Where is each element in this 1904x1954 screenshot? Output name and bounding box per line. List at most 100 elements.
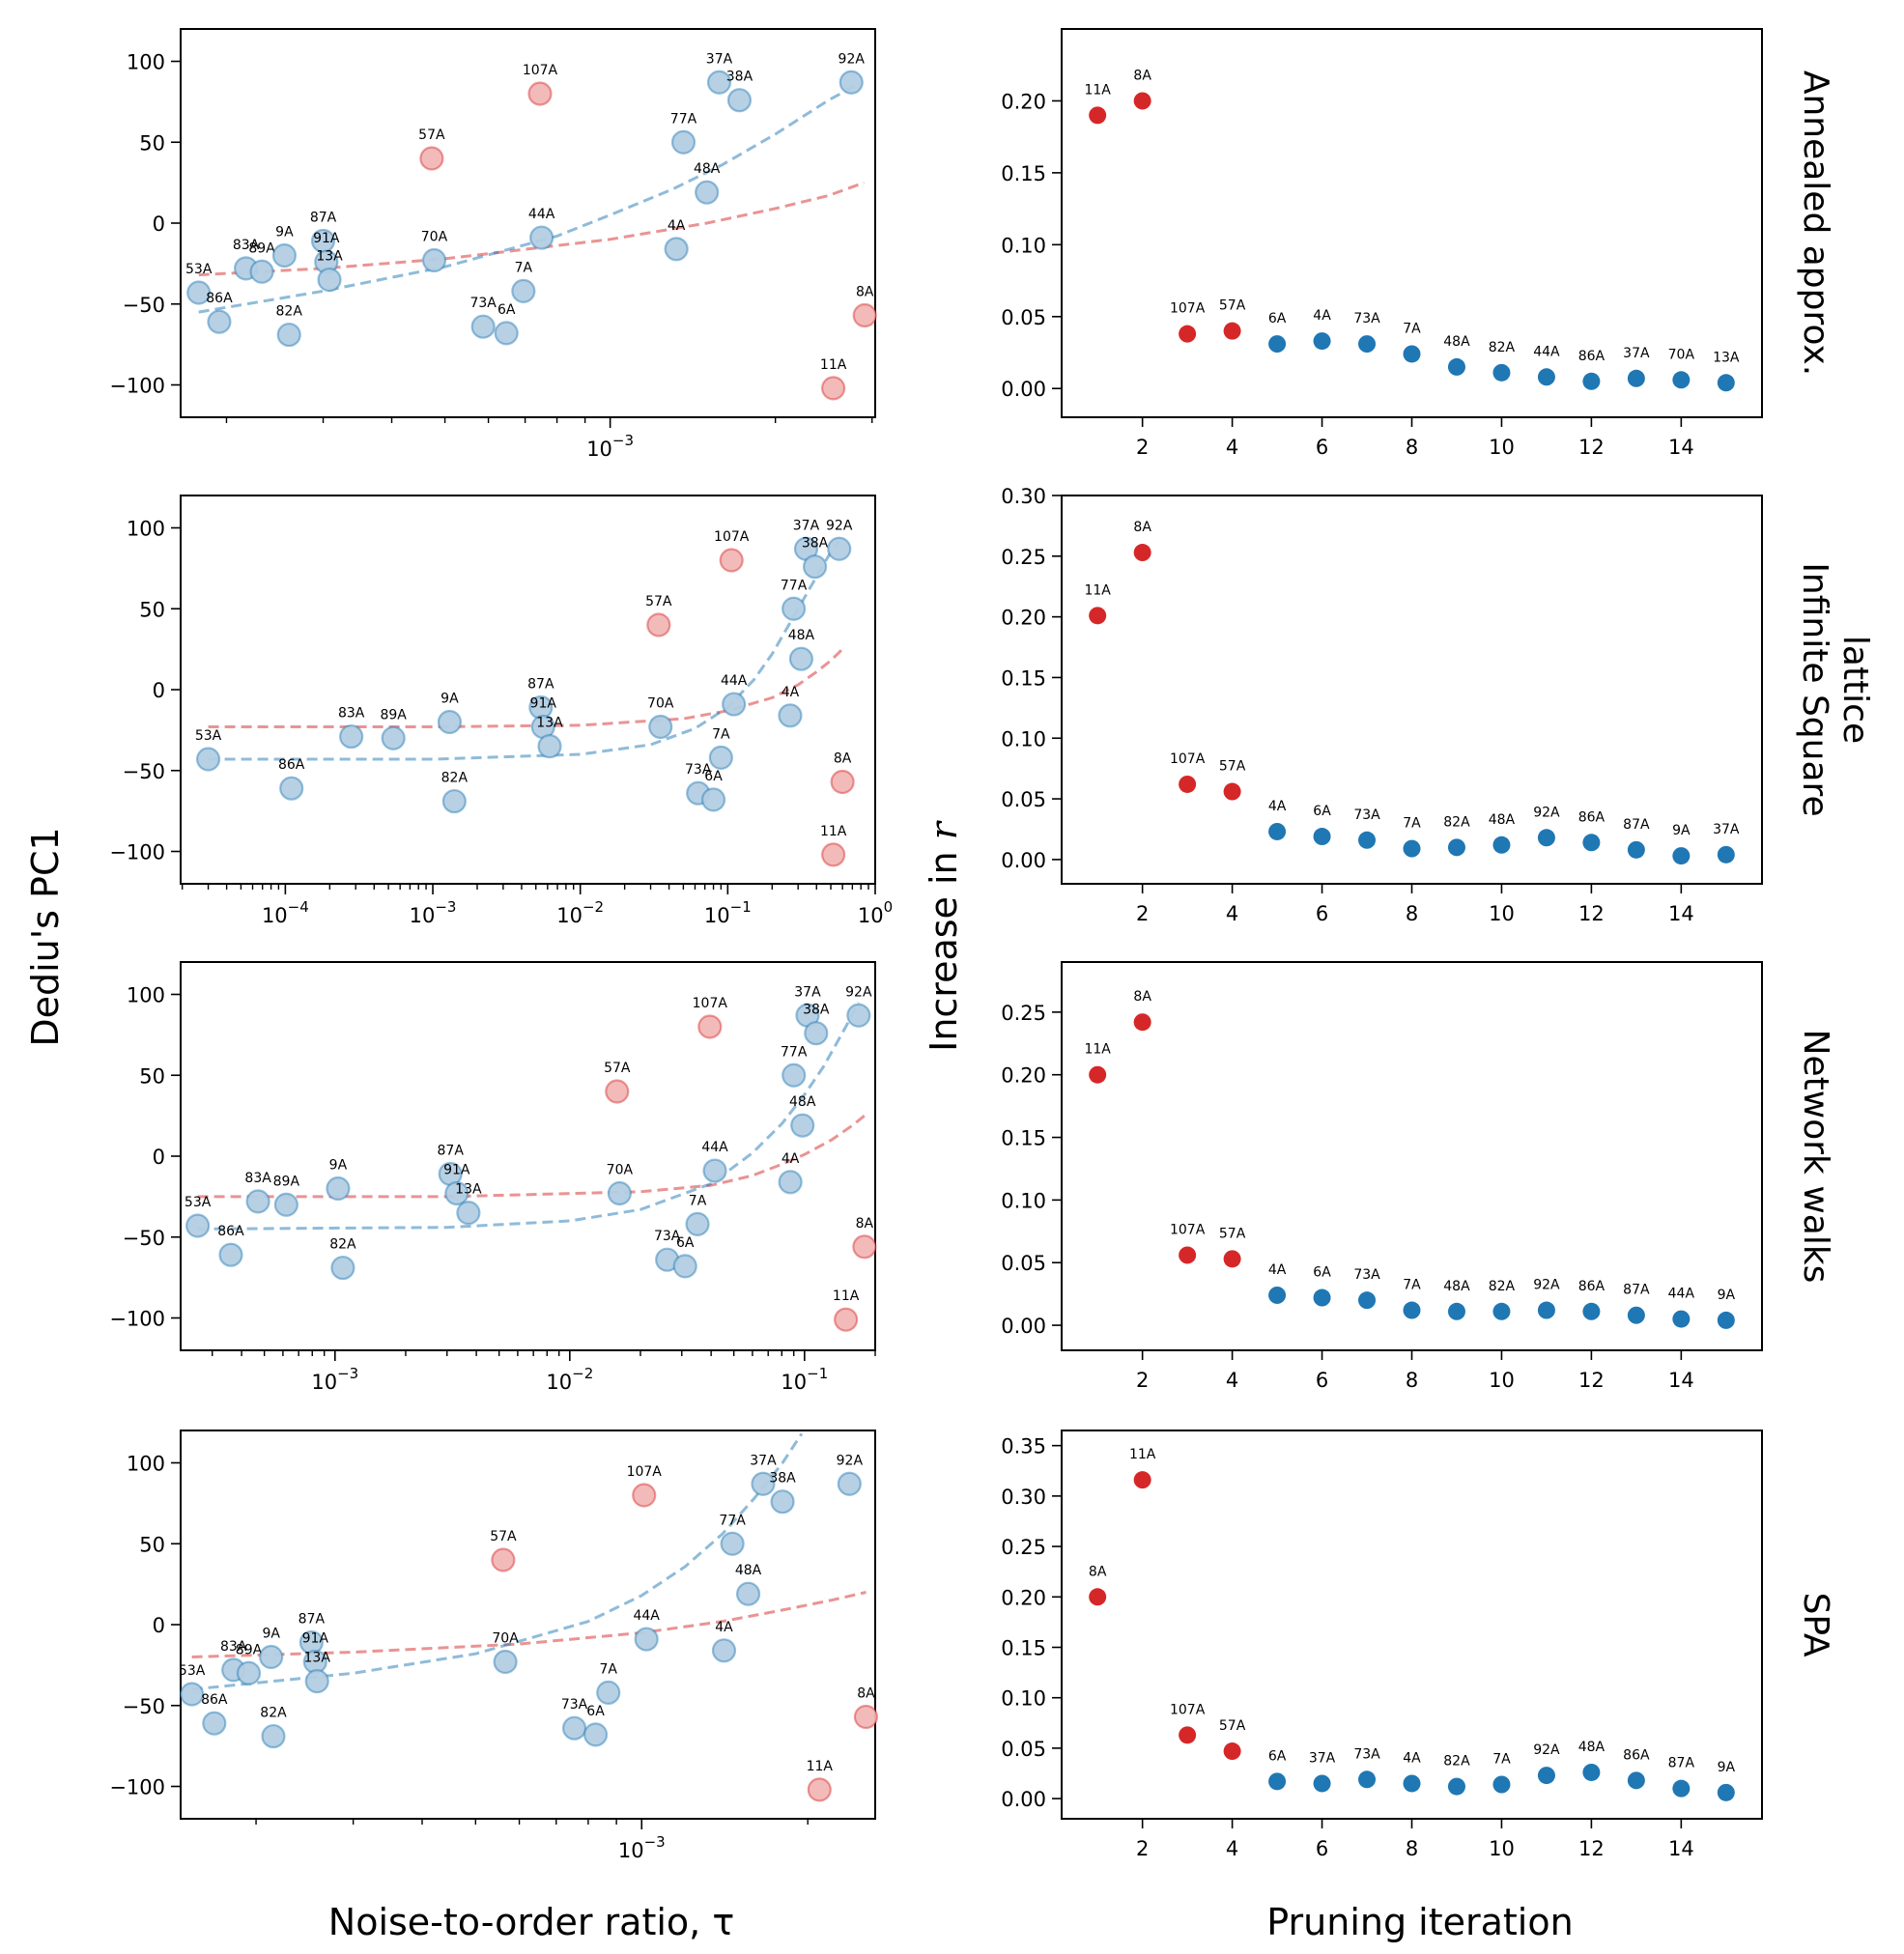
point-57A xyxy=(491,1547,516,1572)
iter-label-11: 44A xyxy=(1533,344,1560,359)
point-label-73A: 73A xyxy=(654,1229,681,1244)
x-tick-label: 10−1 xyxy=(704,898,752,927)
point-label-13A: 13A xyxy=(316,249,343,265)
iter-point-2 xyxy=(1133,1013,1151,1032)
point-label-44A: 44A xyxy=(721,673,748,689)
x-tick-label: 14 xyxy=(1668,902,1694,925)
iter-label-12: 86A xyxy=(1578,809,1606,825)
y-tick-label: 100 xyxy=(127,51,165,74)
x-tick-label: 14 xyxy=(1668,1369,1694,1392)
point-label-7A: 7A xyxy=(515,260,533,275)
iter-label-13: 87A xyxy=(1623,1283,1650,1298)
x-tick-label: 12 xyxy=(1578,1837,1605,1860)
iter-label-9: 82A xyxy=(1443,1754,1470,1770)
iter-point-7 xyxy=(1358,1770,1377,1789)
point-83A xyxy=(245,1189,270,1214)
point-70A xyxy=(648,714,673,740)
point-label-8A: 8A xyxy=(856,1216,874,1232)
x-tick-label: 10 xyxy=(1489,1837,1515,1860)
point-9A xyxy=(271,242,298,269)
point-38A xyxy=(726,88,753,113)
point-label-83A: 83A xyxy=(220,1639,247,1655)
fit-line-blue xyxy=(197,1002,861,1231)
iter-label-8: 7A xyxy=(1403,321,1421,336)
iter-point-6 xyxy=(1313,1289,1331,1307)
iter-label-8: 7A xyxy=(1403,1278,1421,1293)
point-6A xyxy=(583,1722,609,1747)
iter-label-14: 70A xyxy=(1668,347,1695,362)
y-tick-label: 0.10 xyxy=(1001,234,1046,257)
y-tick-label: 50 xyxy=(139,131,165,155)
iter-point-9 xyxy=(1447,357,1465,376)
point-label-77A: 77A xyxy=(781,578,808,593)
iter-label-8: 4A xyxy=(1403,1750,1421,1766)
y-tick-label: 0.25 xyxy=(1001,1002,1046,1025)
y-tick-label: −100 xyxy=(109,375,165,398)
point-53A xyxy=(180,1682,205,1707)
point-4A xyxy=(778,703,803,728)
point-label-37A: 37A xyxy=(793,518,820,533)
iter-point-7 xyxy=(1358,335,1377,354)
x-tick-label: 10−3 xyxy=(618,1833,666,1862)
iter-label-10: 82A xyxy=(1489,340,1516,355)
point-label-6A: 6A xyxy=(586,1704,605,1719)
y-tick-label: 0.30 xyxy=(1001,1486,1046,1509)
iter-point-3 xyxy=(1179,325,1197,343)
point-label-91A: 91A xyxy=(313,231,340,246)
row-label-1: Annealed approx. xyxy=(1796,71,1835,376)
y-tick-label: 100 xyxy=(127,984,165,1007)
iter-point-2 xyxy=(1133,92,1151,110)
iter-point-15 xyxy=(1717,374,1735,392)
y-tick-label: 0.20 xyxy=(1001,607,1046,630)
iter-point-6 xyxy=(1313,1774,1331,1793)
point-label-107A: 107A xyxy=(693,996,728,1011)
x-tick-label: 8 xyxy=(1406,1837,1418,1860)
point-label-53A: 53A xyxy=(185,1195,212,1210)
point-107A xyxy=(632,1483,657,1508)
iter-point-3 xyxy=(1179,775,1197,793)
point-label-6A: 6A xyxy=(676,1235,695,1251)
point-label-107A: 107A xyxy=(714,529,750,545)
point-label-48A: 48A xyxy=(789,1094,816,1110)
point-4A xyxy=(664,237,689,262)
y-tick-label: 0.20 xyxy=(1001,1586,1046,1609)
iter-label-10: 7A xyxy=(1492,1751,1511,1767)
iter-point-11 xyxy=(1537,829,1555,847)
iter-label-13: 86A xyxy=(1623,1747,1650,1763)
point-label-92A: 92A xyxy=(838,51,866,67)
point-57A xyxy=(605,1079,630,1104)
point-86A xyxy=(279,776,304,801)
point-label-77A: 77A xyxy=(719,1513,746,1528)
point-label-70A: 70A xyxy=(647,696,674,712)
y-tick-label: 50 xyxy=(139,1533,165,1556)
point-label-13A: 13A xyxy=(304,1651,331,1666)
point-44A xyxy=(722,692,747,717)
point-77A xyxy=(720,1531,745,1556)
point-label-11A: 11A xyxy=(807,1759,834,1774)
iter-label-1: 8A xyxy=(1089,1564,1107,1579)
point-label-9A: 9A xyxy=(262,1627,280,1642)
point-label-83A: 83A xyxy=(244,1171,271,1186)
iter-point-3 xyxy=(1179,1246,1197,1264)
x-tick-label: 6 xyxy=(1316,902,1328,925)
point-86A xyxy=(218,1242,243,1267)
x-tick-label: 10 xyxy=(1489,902,1515,925)
point-107A xyxy=(719,548,744,573)
point-89A xyxy=(249,259,274,284)
y-tick-label: 0.20 xyxy=(1001,1064,1046,1088)
point-label-38A: 38A xyxy=(803,1003,830,1018)
point-label-91A: 91A xyxy=(302,1631,329,1647)
iter-point-2 xyxy=(1133,544,1151,562)
iter-label-2: 8A xyxy=(1133,68,1151,83)
iter-label-4: 57A xyxy=(1219,298,1246,314)
iter-label-1: 11A xyxy=(1084,1042,1111,1058)
point-label-86A: 86A xyxy=(206,291,233,306)
plot-frame xyxy=(180,961,876,1351)
point-7A xyxy=(511,278,536,303)
iter-label-6: 6A xyxy=(1313,804,1331,819)
iter-point-9 xyxy=(1447,1302,1465,1320)
ylabel-right-symbol: r xyxy=(923,819,965,839)
ylabel-right: Increase in r xyxy=(923,819,965,1052)
point-label-37A: 37A xyxy=(750,1453,777,1468)
point-13A xyxy=(304,1669,329,1694)
